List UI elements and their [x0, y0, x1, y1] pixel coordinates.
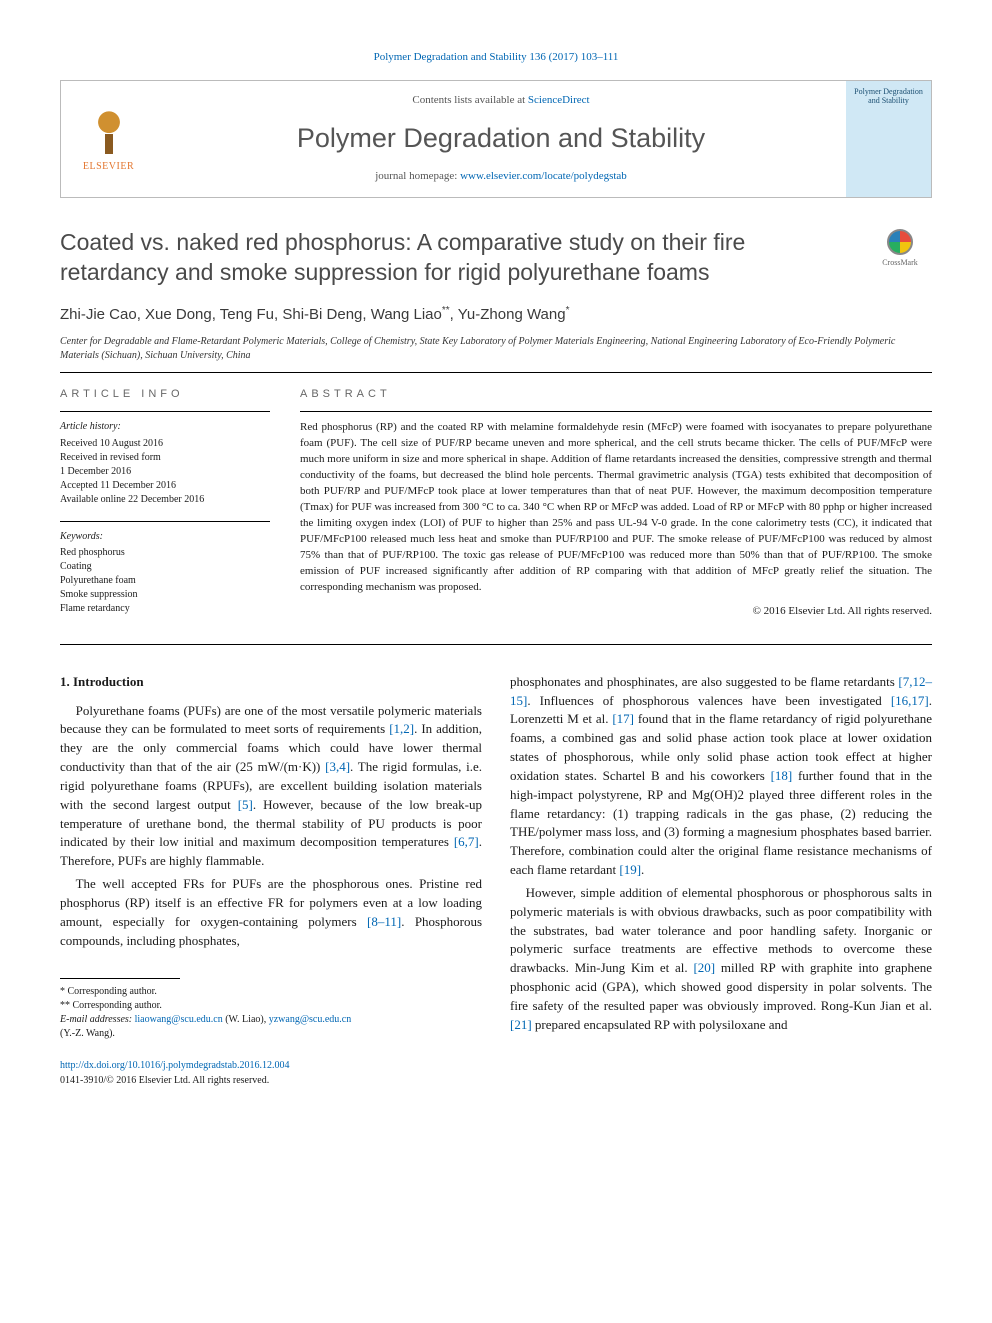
kw-divider [60, 521, 270, 522]
email-link[interactable]: yzwang@scu.edu.cn [269, 1014, 352, 1025]
body-text: . [641, 862, 644, 877]
history-accepted: Accepted 11 December 2016 [60, 479, 270, 493]
journal-name: Polymer Degradation and Stability [166, 119, 836, 158]
homepage-prefix: journal homepage: [375, 170, 460, 182]
footnote-corresponding-2: ** Corresponding author. [60, 999, 482, 1013]
citation-link[interactable]: [21] [510, 1017, 532, 1032]
info-divider [60, 411, 270, 412]
footnotes-divider [60, 978, 180, 979]
journal-header: ELSEVIER Contents lists available at Sci… [60, 80, 932, 198]
history-revised: Received in revised form [60, 451, 270, 465]
contents-lists-line: Contents lists available at ScienceDirec… [166, 93, 836, 109]
email-name: (W. Liao), [223, 1014, 269, 1025]
crossmark-icon [887, 229, 913, 255]
divider [60, 372, 932, 373]
keyword-item: Smoke suppression [60, 588, 270, 602]
email-label: E-mail addresses: [60, 1014, 132, 1025]
citation-link[interactable]: [18] [771, 768, 793, 783]
journal-homepage-link[interactable]: www.elsevier.com/locate/polydegstab [460, 170, 627, 182]
publisher-logo: ELSEVIER [61, 81, 156, 197]
citation-link[interactable]: [20] [693, 960, 715, 975]
right-column: phosphonates and phosphinates, are also … [510, 673, 932, 1042]
history-received: Received 10 August 2016 [60, 437, 270, 451]
top-citation: Polymer Degradation and Stability 136 (2… [60, 50, 932, 66]
elsevier-tree-icon [83, 104, 135, 156]
corresponding-mark-2: ** [442, 305, 450, 316]
abstract-heading: ABSTRACT [300, 387, 932, 403]
journal-header-center: Contents lists available at ScienceDirec… [156, 81, 846, 197]
contents-prefix: Contents lists available at [412, 94, 527, 106]
abstract-column: ABSTRACT Red phosphorus (RP) and the coa… [300, 387, 932, 619]
authors-last: , Yu-Zhong Wang [450, 306, 566, 323]
article-info-heading: ARTICLE INFO [60, 387, 270, 403]
paragraph: phosphonates and phosphinates, are also … [510, 673, 932, 880]
authors-line: Zhi-Jie Cao, Xue Dong, Teng Fu, Shi-Bi D… [60, 304, 932, 326]
body-text: prepared encapsulated RP with polysiloxa… [532, 1017, 788, 1032]
journal-cover-title: Polymer Degradation and Stability [850, 87, 927, 105]
history-label: Article history: [60, 420, 270, 435]
keywords-block: Keywords: Red phosphorus Coating Polyure… [60, 530, 270, 617]
citation-link[interactable]: [3,4] [325, 759, 350, 774]
keyword-item: Polyurethane foam [60, 574, 270, 588]
crossmark-label: CrossMark [882, 257, 918, 269]
paragraph: The well accepted FRs for PUFs are the p… [60, 875, 482, 950]
affiliation: Center for Degradable and Flame-Retardan… [60, 335, 932, 362]
corresponding-mark-1: * [566, 305, 570, 316]
footnote-emails: E-mail addresses: liaowang@scu.edu.cn (W… [60, 1013, 482, 1041]
article-history: Article history: Received 10 August 2016… [60, 420, 270, 507]
authors-list: Zhi-Jie Cao, Xue Dong, Teng Fu, Shi-Bi D… [60, 306, 442, 323]
body-text: phosphonates and phosphinates, are also … [510, 674, 898, 689]
journal-cover-thumbnail: Polymer Degradation and Stability [846, 81, 931, 197]
bottom-bar: http://dx.doi.org/10.1016/j.polymdegrads… [60, 1059, 932, 1088]
citation-link[interactable]: [5] [238, 797, 253, 812]
history-online: Available online 22 December 2016 [60, 493, 270, 507]
abstract-copyright: © 2016 Elsevier Ltd. All rights reserved… [300, 604, 932, 620]
abstract-text: Red phosphorus (RP) and the coated RP wi… [300, 420, 932, 595]
keyword-item: Flame retardancy [60, 602, 270, 616]
body-columns: 1. Introduction Polyurethane foams (PUFs… [60, 673, 932, 1042]
keyword-item: Coating [60, 560, 270, 574]
footnote-corresponding-1: * Corresponding author. [60, 985, 482, 999]
doi-link[interactable]: http://dx.doi.org/10.1016/j.polymdegrads… [60, 1059, 932, 1074]
journal-homepage-line: journal homepage: www.elsevier.com/locat… [166, 169, 836, 185]
body-text: . Influences of phosphorous valences hav… [527, 693, 890, 708]
sciencedirect-link[interactable]: ScienceDirect [528, 94, 590, 106]
paragraph: Polyurethane foams (PUFs) are one of the… [60, 702, 482, 872]
keyword-item: Red phosphorus [60, 546, 270, 560]
left-column: 1. Introduction Polyurethane foams (PUFs… [60, 673, 482, 1042]
citation-link[interactable]: [6,7] [454, 834, 479, 849]
issn-copyright: 0141-3910/© 2016 Elsevier Ltd. All right… [60, 1074, 932, 1089]
section-heading: 1. Introduction [60, 673, 482, 692]
abstract-divider [300, 411, 932, 412]
citation-link[interactable]: [19] [619, 862, 641, 877]
history-revised-date: 1 December 2016 [60, 465, 270, 479]
citation-link[interactable]: [1,2] [389, 721, 414, 736]
paragraph: However, simple addition of elemental ph… [510, 884, 932, 1035]
keywords-label: Keywords: [60, 530, 270, 545]
publisher-name: ELSEVIER [83, 160, 134, 175]
citation-link[interactable]: [16,17] [891, 693, 929, 708]
citation-link[interactable]: [17] [612, 711, 634, 726]
article-info-column: ARTICLE INFO Article history: Received 1… [60, 387, 270, 619]
citation-link[interactable]: [8–11] [367, 914, 401, 929]
email-link[interactable]: liaowang@scu.edu.cn [135, 1014, 223, 1025]
email-name-2: (Y.-Z. Wang). [60, 1027, 482, 1041]
article-title: Coated vs. naked red phosphorus: A compa… [60, 228, 850, 288]
body-text: further found that in the high-impact po… [510, 768, 932, 877]
crossmark-badge[interactable]: CrossMark [868, 228, 932, 270]
divider [60, 644, 932, 645]
